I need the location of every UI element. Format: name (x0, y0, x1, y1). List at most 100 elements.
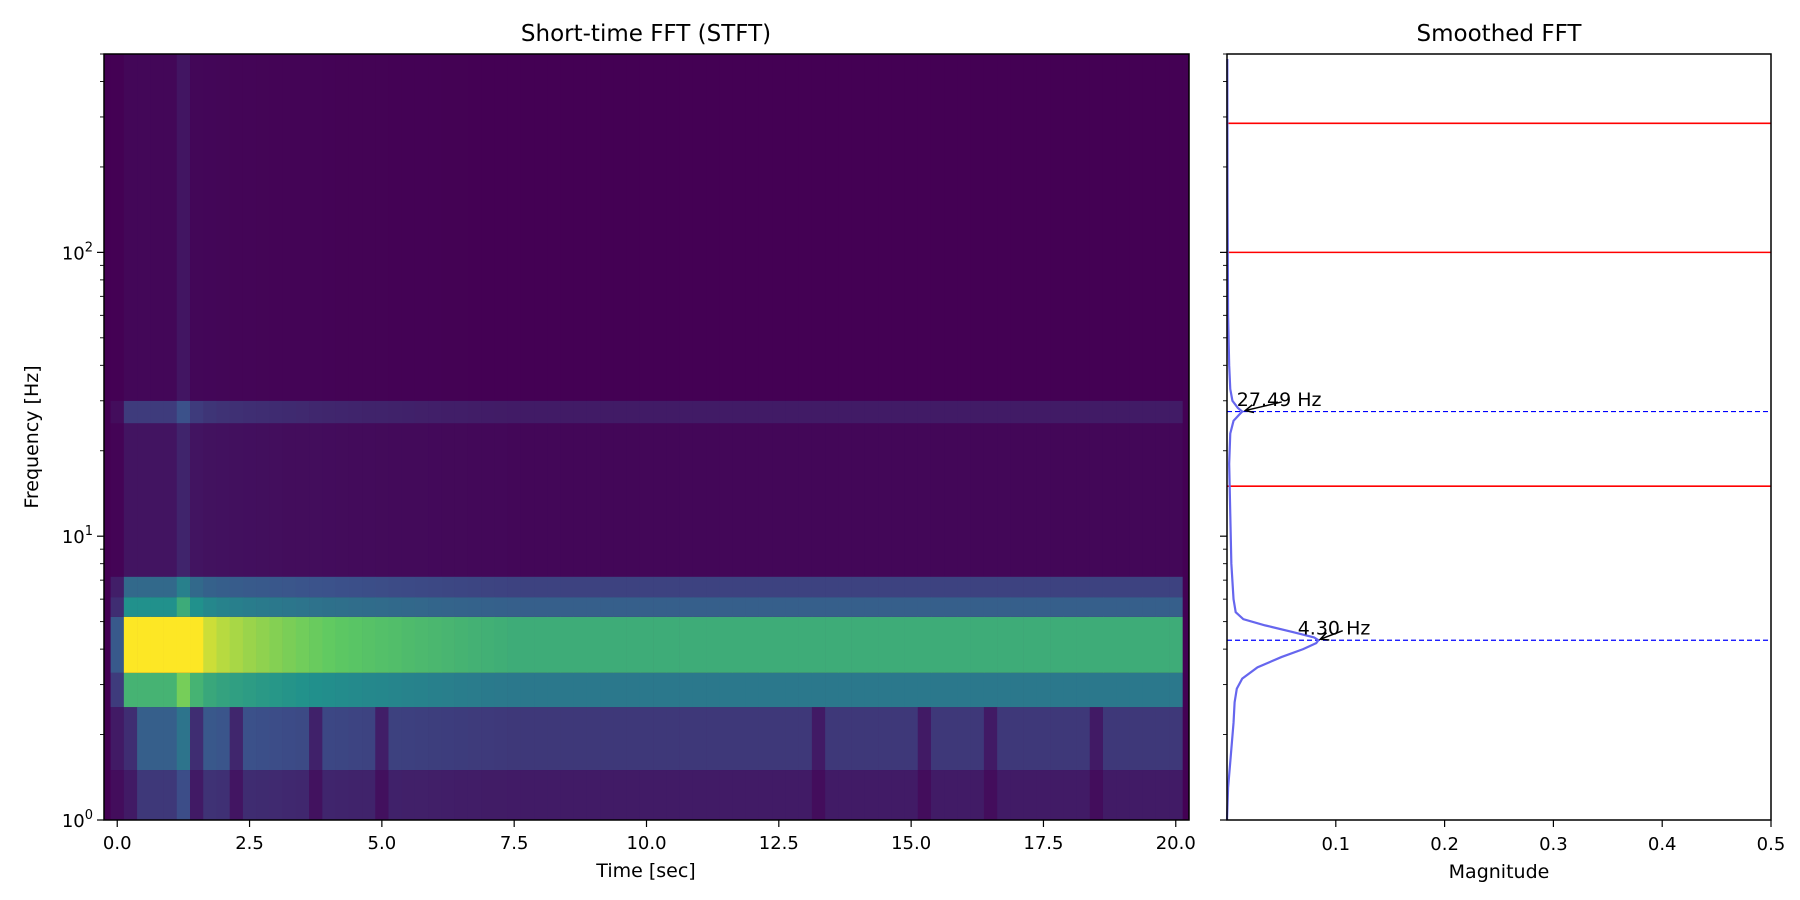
stft-cell (269, 576, 283, 598)
stft-cell (1076, 576, 1091, 598)
stft-cell (507, 400, 522, 424)
stft-cell (309, 616, 323, 673)
stft-cell (997, 400, 1011, 424)
stft-cell (110, 597, 125, 617)
stft-cell (586, 400, 601, 424)
stft-cell (600, 770, 614, 820)
stft-cell (388, 770, 403, 820)
stft-cell (1076, 54, 1091, 401)
stft-cell (335, 400, 350, 424)
stft-cell (1155, 707, 1170, 771)
stft-cell (600, 576, 614, 598)
stft-cell (309, 707, 323, 771)
stft-cell (1010, 616, 1024, 673)
stft-y-tick-label: 101 (62, 524, 93, 548)
stft-cell (547, 54, 561, 401)
stft-cell (838, 616, 852, 673)
stft-cell (203, 597, 217, 617)
stft-cell (917, 54, 932, 401)
stft-cell (481, 400, 495, 424)
fft-x-tick-label: 0.4 (1648, 834, 1677, 855)
stft-cell (1050, 54, 1064, 401)
stft-cell (454, 400, 469, 424)
stft-cell (1102, 770, 1117, 820)
stft-cell (348, 672, 363, 708)
stft-cell (1089, 616, 1104, 673)
stft-cell (560, 707, 575, 771)
stft-cell (719, 707, 733, 771)
stft-cell (745, 616, 760, 673)
stft-cell (864, 576, 879, 598)
stft-cell (917, 597, 932, 617)
stft-cell (1036, 576, 1051, 598)
stft-cell (441, 597, 455, 617)
stft-cell (428, 400, 442, 424)
stft-cell (891, 423, 905, 577)
stft-cell (388, 672, 403, 708)
stft-cell (150, 707, 164, 771)
stft-cell (467, 707, 482, 771)
stft-cell (454, 770, 469, 820)
stft-cell (362, 672, 376, 708)
stft-cell (639, 770, 654, 820)
stft-cell (1076, 597, 1091, 617)
stft-cell (626, 423, 641, 577)
stft-cell (428, 770, 442, 820)
stft-cell (467, 423, 482, 577)
stft-cell (732, 616, 747, 673)
stft-cell (825, 423, 839, 577)
stft-cell (719, 770, 733, 820)
stft-cell (282, 770, 297, 820)
stft-cell (481, 54, 495, 401)
stft-cell (666, 423, 680, 577)
peak-annotation-label: 4.30 Hz (1298, 618, 1371, 640)
stft-cell (335, 576, 350, 598)
stft-cell (163, 597, 178, 617)
stft-cell (613, 616, 627, 673)
stft-cell (163, 400, 178, 424)
stft-cell (1050, 576, 1064, 598)
stft-cell (851, 400, 866, 424)
stft-cell (891, 672, 905, 708)
stft-cell (110, 54, 125, 401)
stft-cell (666, 400, 680, 424)
stft-cell (1036, 54, 1051, 401)
stft-cell (772, 576, 786, 598)
stft-cell (520, 770, 535, 820)
stft-cell (758, 616, 773, 673)
stft-cell (878, 770, 892, 820)
stft-cell (467, 770, 482, 820)
stft-cell (507, 672, 522, 708)
stft-cell (203, 576, 217, 598)
stft-cell (229, 576, 244, 598)
stft-cell (494, 672, 508, 708)
stft-cell (573, 54, 588, 401)
stft-cell (481, 576, 495, 598)
stft-cell (309, 400, 323, 424)
stft-cell (917, 616, 932, 673)
stft-cell (348, 770, 363, 820)
stft-cell (1155, 770, 1170, 820)
stft-cell (653, 54, 667, 401)
stft-cell (137, 597, 151, 617)
stft-cell (547, 576, 561, 598)
stft-cell (282, 597, 297, 617)
stft-cell (772, 672, 786, 708)
stft-cell (825, 400, 839, 424)
stft-cell (1063, 672, 1077, 708)
stft-cell (706, 400, 720, 424)
stft-cell (838, 707, 852, 771)
stft-cell (256, 423, 270, 577)
stft-cell (309, 576, 323, 598)
stft-cell (309, 770, 323, 820)
stft-cell (150, 423, 164, 577)
stft-cell (917, 576, 932, 598)
stft-cell (573, 423, 588, 577)
stft-cell (242, 672, 257, 708)
stft-cell (309, 423, 323, 577)
stft-cell (891, 707, 905, 771)
stft-cell (348, 423, 363, 577)
stft-cell (639, 597, 654, 617)
stft-cell (269, 597, 283, 617)
stft-cell (785, 400, 799, 424)
